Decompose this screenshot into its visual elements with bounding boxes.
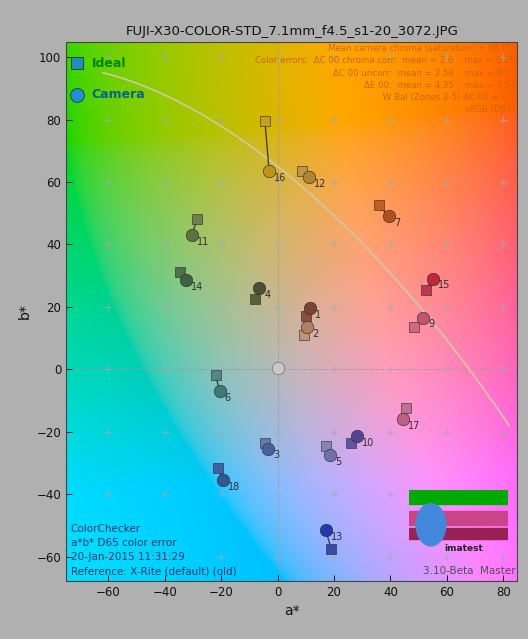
Text: 4: 4 [265,289,270,300]
Y-axis label: b*: b* [18,304,32,320]
Text: 17: 17 [408,420,421,431]
Text: 14: 14 [191,282,203,292]
Text: 7: 7 [394,218,400,228]
Text: 9: 9 [428,320,434,329]
Text: Camera: Camera [91,88,145,101]
Text: 5: 5 [335,457,341,466]
Text: 12: 12 [314,179,326,189]
Text: 2: 2 [313,328,318,339]
Title: FUJI-X30-COLOR-STD_7.1mm_f4.5_s1-20_3072.JPG: FUJI-X30-COLOR-STD_7.1mm_f4.5_s1-20_3072… [125,24,458,38]
Text: 16: 16 [274,173,287,183]
X-axis label: a*: a* [284,603,299,617]
Text: 6: 6 [225,392,231,403]
Text: 18: 18 [228,482,240,491]
Text: 15: 15 [438,281,450,290]
Text: 11: 11 [196,236,209,247]
Text: ColorChecker
a*b* D65 color error
20-Jan-2015 11:31:29
Reference: X-Rite (defaul: ColorChecker a*b* D65 color error 20-Jan… [71,524,236,576]
Text: Mean camera chroma (saturation) = 98.0%
Color errors:  ΔC 00 chroma corr:  mean : Mean camera chroma (saturation) = 98.0% … [255,44,515,114]
Text: 10: 10 [362,438,374,448]
Text: Ideal: Ideal [91,57,126,70]
Text: 1: 1 [315,310,321,320]
Text: 3.10-Beta  Master: 3.10-Beta Master [422,566,515,576]
Text: 3: 3 [273,450,279,461]
Text: 13: 13 [331,532,343,541]
